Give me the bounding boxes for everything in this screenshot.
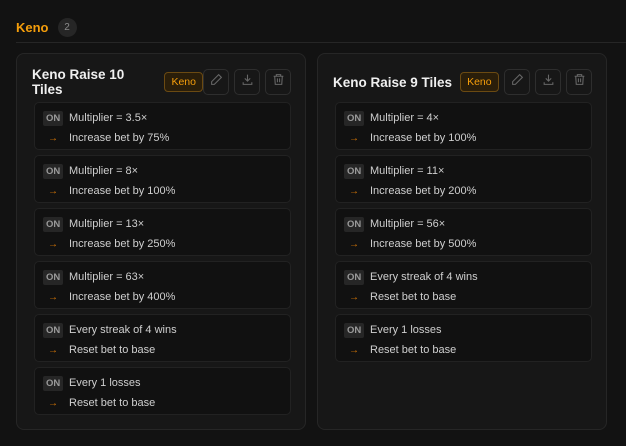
rule-action: Increase bet by 100% (69, 185, 176, 197)
rule-item[interactable]: ON Multiplier = 56× → Increase bet by 500% (335, 208, 592, 256)
rule-condition: Multiplier = 11× (370, 165, 445, 177)
rule-action: Reset bet to base (69, 344, 156, 356)
rule-action: Increase bet by 100% (370, 132, 477, 144)
status-badge[interactable]: ON (344, 269, 364, 285)
edit-button[interactable] (203, 69, 229, 95)
arrow-icon: → (48, 344, 58, 356)
rule-condition: Every 1 losses (370, 324, 442, 336)
pencil-icon (210, 73, 223, 91)
rule-item[interactable]: ON Multiplier = 3.5× → Increase bet by 75% (34, 102, 291, 150)
game-tag: Keno (460, 72, 499, 92)
arrow-icon: → (48, 185, 58, 197)
rule-condition: Every streak of 4 wins (370, 271, 478, 283)
rule-item[interactable]: ON Multiplier = 63× → Increase bet by 400% (34, 261, 291, 309)
download-icon (241, 73, 254, 91)
rule-condition: Every streak of 4 wins (69, 324, 177, 336)
rule-condition: Multiplier = 4× (370, 112, 440, 124)
rule-item[interactable]: ON Multiplier = 13× → Increase bet by 250% (34, 208, 291, 256)
rule-condition: Multiplier = 56× (370, 218, 446, 230)
arrow-icon: → (48, 291, 58, 303)
rule-action: Reset bet to base (69, 397, 156, 409)
divider (16, 42, 626, 43)
rule-action: Reset bet to base (370, 344, 457, 356)
rule-condition: Multiplier = 3.5× (69, 112, 148, 124)
strategy-card: Keno Raise 10 Tiles Keno ON Multiplier = … (16, 53, 306, 430)
section-header: Keno 2 (16, 18, 77, 37)
count-badge: 2 (57, 18, 77, 37)
edit-button[interactable] (504, 69, 530, 95)
rule-item[interactable]: ON Multiplier = 11× → Increase bet by 200% (335, 155, 592, 203)
arrow-icon: → (48, 397, 58, 409)
status-badge[interactable]: ON (43, 110, 63, 126)
arrow-icon: → (349, 132, 359, 144)
arrow-icon: → (349, 185, 359, 197)
arrow-icon: → (349, 291, 359, 303)
arrow-icon: → (48, 238, 58, 250)
rule-item[interactable]: ON Every streak of 4 wins → Reset bet to b… (335, 261, 592, 309)
rule-condition: Multiplier = 8× (69, 165, 139, 177)
status-badge[interactable]: ON (344, 163, 364, 179)
card-title: Keno Raise 10 Tiles (32, 67, 125, 97)
download-button[interactable] (535, 69, 561, 95)
rule-action: Increase bet by 75% (69, 132, 170, 144)
card-title: Keno Raise 9 Tiles (333, 74, 453, 90)
rule-condition: Every 1 losses (69, 377, 141, 389)
rule-action: Reset bet to base (370, 291, 457, 303)
rule-item[interactable]: ON Every 1 losses → Reset bet to base (335, 314, 592, 362)
delete-button[interactable] (566, 69, 592, 95)
status-badge[interactable]: ON (43, 322, 63, 338)
status-badge[interactable]: ON (344, 216, 364, 232)
arrow-icon: → (349, 238, 359, 250)
trash-icon (272, 73, 285, 91)
download-icon (542, 73, 555, 91)
status-badge[interactable]: ON (43, 269, 63, 285)
strategy-card: Keno Raise 9 Tiles Keno ON Multiplier = 4… (317, 53, 607, 430)
section-title: Keno (16, 20, 49, 35)
rule-item[interactable]: ON Every 1 losses → Reset bet to base (34, 367, 291, 415)
rule-item[interactable]: ON Every streak of 4 wins → Reset bet to b… (34, 314, 291, 362)
status-badge[interactable]: ON (43, 216, 63, 232)
delete-button[interactable] (265, 69, 291, 95)
rule-item[interactable]: ON Multiplier = 8× → Increase bet by 100% (34, 155, 291, 203)
game-tag: Keno (164, 72, 203, 92)
status-badge[interactable]: ON (43, 375, 63, 391)
arrow-icon: → (349, 344, 359, 356)
status-badge[interactable]: ON (43, 163, 63, 179)
rule-condition: Multiplier = 63× (69, 271, 145, 283)
rule-condition: Multiplier = 13× (69, 218, 145, 230)
trash-icon (573, 73, 586, 91)
download-button[interactable] (234, 69, 260, 95)
pencil-icon (511, 73, 524, 91)
status-badge[interactable]: ON (344, 322, 364, 338)
rule-action: Increase bet by 200% (370, 185, 477, 197)
rule-action: Increase bet by 500% (370, 238, 477, 250)
rule-item[interactable]: ON Multiplier = 4× → Increase bet by 100% (335, 102, 592, 150)
rule-action: Increase bet by 400% (69, 291, 176, 303)
rule-action: Increase bet by 250% (69, 238, 176, 250)
arrow-icon: → (48, 132, 58, 144)
status-badge[interactable]: ON (344, 110, 364, 126)
